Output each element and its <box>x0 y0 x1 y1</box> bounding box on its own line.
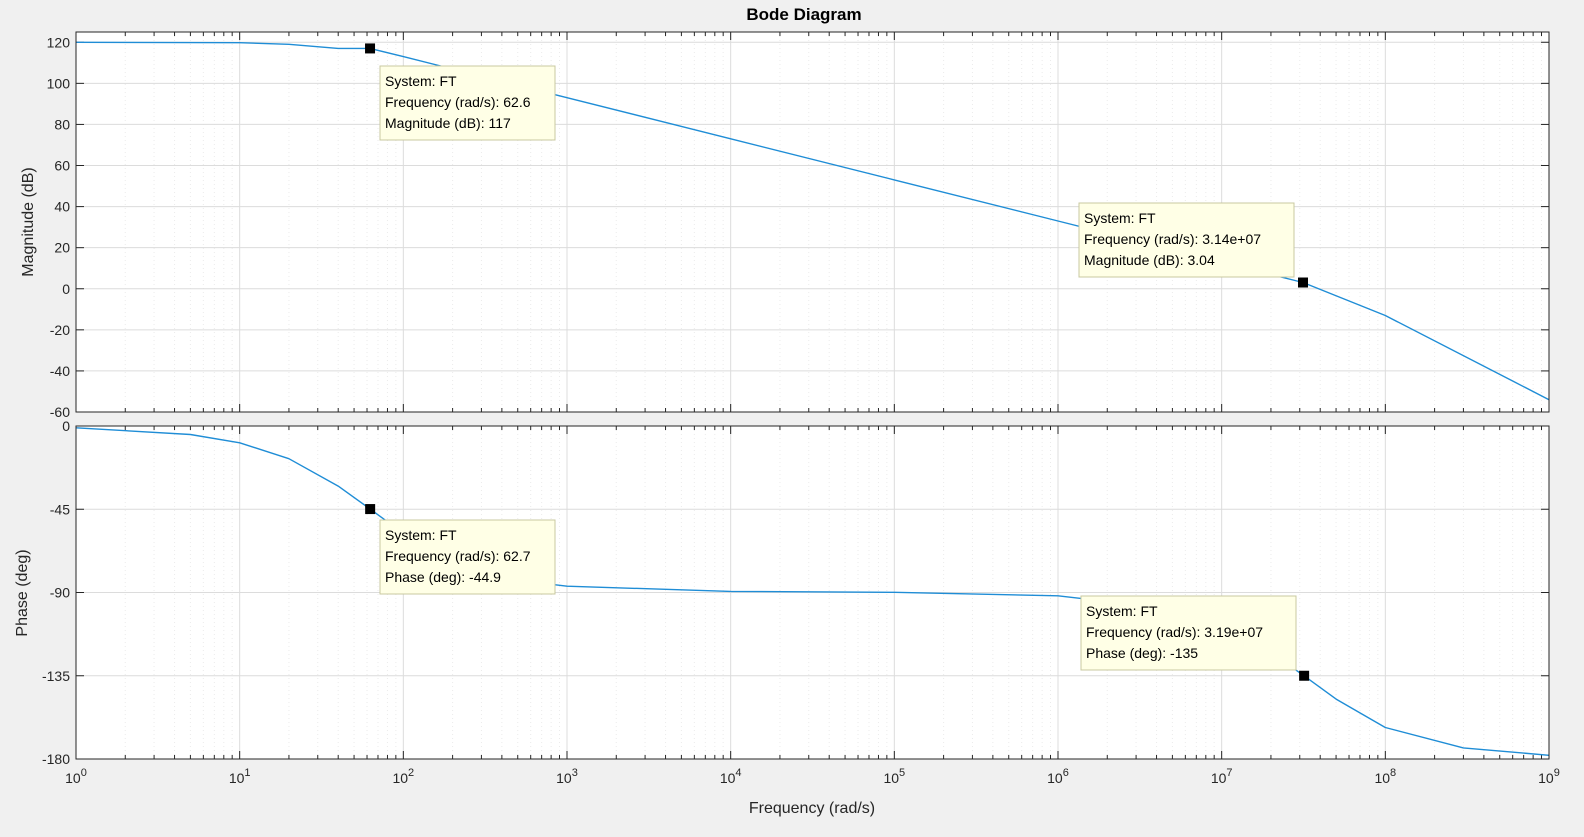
data-tip-text: Phase (deg): -44.9 <box>385 569 501 585</box>
phase-axes-frame <box>75 425 1550 760</box>
x-tick-label: 103 <box>556 767 578 786</box>
x-tick-base: 10 <box>720 770 736 786</box>
magnitude-y-ticks: 120 100 80 60 40 20 0 -20 -40 -60 <box>47 34 71 420</box>
x-tick-base: 10 <box>1047 770 1063 786</box>
magnitude-y-tick-label: 80 <box>54 116 70 132</box>
data-tip-text: Magnitude (dB): 3.04 <box>1084 252 1215 268</box>
data-tip-text: Frequency (rad/s): 3.14e+07 <box>1084 231 1261 247</box>
data-tip-text: System: FT <box>385 73 457 89</box>
data-tip-text: Frequency (rad/s): 62.6 <box>385 94 531 110</box>
data-tip-marker <box>365 43 376 54</box>
data-tip-text: System: FT <box>1084 210 1156 226</box>
phase-curve <box>75 427 1550 756</box>
x-tick-exponent: 3 <box>572 767 578 779</box>
data-tip[interactable]: System: FT Frequency (rad/s): 3.14e+07 Mag… <box>1078 202 1308 288</box>
magnitude-grid <box>75 32 1550 413</box>
data-tip-box <box>379 519 556 595</box>
data-tip-marker <box>1299 670 1310 681</box>
x-tick-label: 108 <box>1374 767 1396 786</box>
x-tick-base: 10 <box>1538 770 1554 786</box>
data-tip-text: System: FT <box>385 527 457 543</box>
x-tick-label: 109 <box>1538 767 1560 786</box>
magnitude-y-tick-label: 100 <box>47 75 71 91</box>
phase-data-tips[interactable]: System: FT Frequency (rad/s): 62.7 Phase (… <box>365 504 1310 681</box>
phase-series-line <box>75 427 1550 756</box>
x-tick-label: 106 <box>1047 767 1069 786</box>
x-tick-exponent: 7 <box>1226 767 1232 779</box>
x-tick-base: 10 <box>1211 770 1227 786</box>
data-tip-text: System: FT <box>1086 603 1158 619</box>
x-axis-label: Frequency (rad/s) <box>749 800 875 817</box>
data-tip-text: Magnitude (dB): 117 <box>385 115 511 131</box>
magnitude-y-tick-label: -20 <box>50 322 70 338</box>
x-tick-label: 104 <box>720 767 742 786</box>
x-tick-exponent: 2 <box>408 767 414 779</box>
data-tip-box <box>1078 202 1295 278</box>
x-tick-exponent: 4 <box>735 767 741 779</box>
x-axis-ticks: 100 101 102 103 104 105 106 107 108 109 <box>65 767 1560 786</box>
x-tick-exponent: 9 <box>1554 767 1560 779</box>
phase-panel[interactable]: 0 -45 -90 -135 -180 Phase (deg) System: FT Fr… <box>14 418 1550 767</box>
data-tip[interactable]: System: FT Frequency (rad/s): 62.6 Magnitu… <box>365 43 556 141</box>
data-tip-text: Frequency (rad/s): 3.19e+07 <box>1086 624 1263 640</box>
x-tick-base: 10 <box>65 770 81 786</box>
magnitude-data-tips[interactable]: System: FT Frequency (rad/s): 62.6 Magnitu… <box>365 43 1308 288</box>
magnitude-y-tick-label: -60 <box>50 404 70 420</box>
magnitude-y-tick-label: 120 <box>47 34 71 50</box>
magnitude-y-tick-label: 60 <box>54 158 70 174</box>
magnitude-y-tick-label: 0 <box>62 281 70 297</box>
x-tick-label: 105 <box>883 767 905 786</box>
phase-y-tick-label: -135 <box>42 668 70 684</box>
data-tip[interactable]: System: FT Frequency (rad/s): 62.7 Phase (… <box>365 504 556 595</box>
data-tip-text: Phase (deg): -135 <box>1086 645 1198 661</box>
x-tick-label: 102 <box>392 767 414 786</box>
x-tick-exponent: 1 <box>244 767 250 779</box>
data-tip[interactable]: System: FT Frequency (rad/s): 3.19e+07 Pha… <box>1080 595 1310 681</box>
phase-y-label: Phase (deg) <box>14 549 31 636</box>
magnitude-axes-frame <box>75 31 1550 413</box>
x-tick-exponent: 0 <box>81 767 87 779</box>
phase-y-ticks: 0 -45 -90 -135 -180 <box>42 418 70 767</box>
data-tip-marker <box>365 504 376 515</box>
data-tip-box <box>1080 595 1297 671</box>
data-tip-text: Frequency (rad/s): 62.7 <box>385 548 531 564</box>
phase-y-tick-label: -90 <box>50 585 70 601</box>
x-tick-base: 10 <box>883 770 899 786</box>
data-tip-box <box>379 65 556 141</box>
x-tick-exponent: 6 <box>1063 767 1069 779</box>
chart-title: Bode Diagram <box>746 5 861 24</box>
phase-y-tick-label: -180 <box>42 751 70 767</box>
magnitude-axes-background <box>76 32 1549 412</box>
phase-y-tick-label: -45 <box>50 501 70 517</box>
x-tick-base: 10 <box>556 770 572 786</box>
magnitude-y-tick-label: 40 <box>54 199 70 215</box>
magnitude-y-tick-label: -40 <box>50 363 70 379</box>
x-tick-base: 10 <box>1374 770 1390 786</box>
phase-y-tick-label: 0 <box>62 418 70 434</box>
x-tick-label: 107 <box>1211 767 1233 786</box>
x-tick-exponent: 8 <box>1390 767 1396 779</box>
x-tick-exponent: 5 <box>899 767 905 779</box>
magnitude-y-tick-label: 20 <box>54 240 70 256</box>
data-tip-marker <box>1297 277 1308 288</box>
x-tick-base: 10 <box>392 770 408 786</box>
x-tick-base: 10 <box>229 770 245 786</box>
x-tick-label: 100 <box>65 767 87 786</box>
x-tick-label: 101 <box>229 767 251 786</box>
magnitude-y-label: Magnitude (dB) <box>20 167 37 276</box>
